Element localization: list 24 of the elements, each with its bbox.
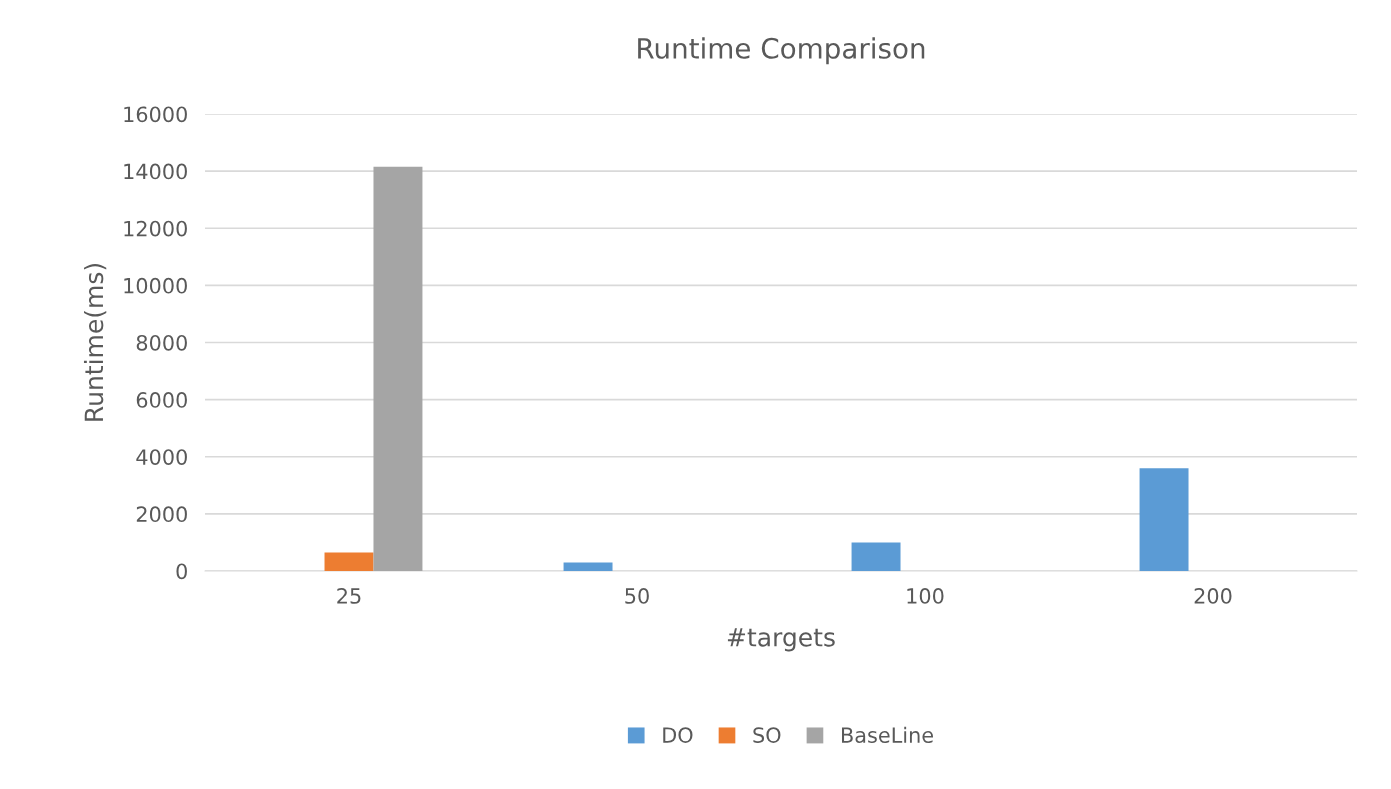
x-tick-label: 50	[625, 588, 649, 604]
bar	[1139, 468, 1189, 571]
y-tick-label: 10000	[124, 277, 187, 294]
y-tick-label: 6000	[136, 392, 187, 408]
bar	[324, 552, 374, 571]
legend-label: SO	[753, 727, 781, 743]
y-tick-label: 14000	[124, 163, 187, 180]
y-tick-label: 12000	[124, 220, 187, 237]
x-axis-title: #targets	[727, 628, 835, 652]
x-tick-label: 100	[907, 588, 944, 604]
y-tick-label: 8000	[136, 334, 187, 351]
x-tick-label: 25	[337, 588, 361, 604]
bar	[851, 542, 901, 571]
x-tick-label: 200	[1194, 588, 1232, 604]
y-tick-label: 2000	[136, 506, 187, 523]
legend-label: BaseLine	[842, 726, 933, 743]
bar	[563, 562, 613, 571]
chart-title: Runtime Comparison	[638, 37, 925, 65]
legend-label: DO	[663, 727, 693, 743]
y-tick-label: 4000	[136, 449, 187, 465]
bar	[373, 166, 423, 571]
y-axis-title: Runtime(ms)	[83, 263, 107, 421]
y-tick-label: 0	[176, 563, 187, 580]
y-tick-label: 16000	[124, 106, 187, 123]
